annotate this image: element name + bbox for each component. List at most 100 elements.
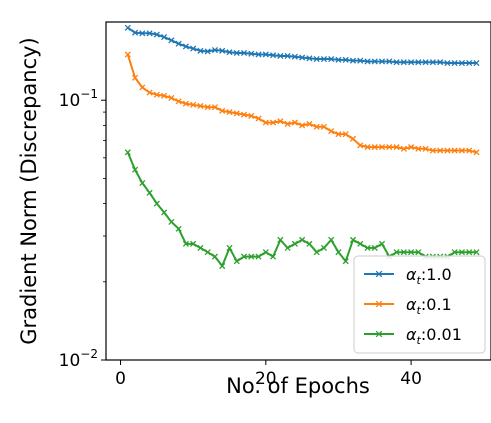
data-point: [270, 253, 277, 260]
data-point: [248, 50, 255, 57]
data-point: [313, 123, 320, 130]
data-point: [422, 59, 429, 66]
data-point: [284, 244, 291, 251]
x-tick-label: 0: [115, 369, 126, 389]
data-point: [458, 59, 466, 67]
data-point: [349, 135, 357, 142]
data-point: [204, 249, 211, 256]
x-axis-label: No. of Epochs: [226, 374, 370, 398]
y-tick-label: 10−1: [59, 87, 98, 111]
data-point: [291, 53, 298, 60]
data-point: [306, 240, 313, 247]
legend-item: αt:0.01: [364, 325, 462, 347]
data-point: [378, 144, 386, 151]
data-point: [219, 107, 226, 114]
data-point: [473, 59, 480, 67]
data-point: [270, 119, 277, 126]
data-point: [277, 236, 284, 243]
data-point: [342, 131, 349, 138]
data-point: [240, 49, 248, 57]
data-point: [451, 249, 458, 256]
data-point: [320, 123, 327, 130]
data-point: [357, 57, 364, 64]
data-point: [466, 59, 473, 67]
data-point: [139, 179, 146, 187]
data-point: [255, 51, 262, 58]
data-point: [226, 109, 233, 116]
data-point: [153, 91, 160, 98]
data-point: [408, 59, 415, 66]
data-point: [131, 29, 139, 36]
data-point: [284, 120, 291, 128]
data-point: [168, 218, 175, 225]
data-point: [291, 119, 298, 126]
data-point: [299, 236, 306, 243]
data-point: [139, 84, 146, 91]
data-point: [349, 236, 357, 243]
data-point: [291, 240, 298, 247]
x-axis: 0 20 40: [115, 360, 422, 389]
data-point: [146, 189, 153, 196]
data-point: [437, 59, 444, 66]
data-point: [313, 249, 320, 256]
data-point: [320, 244, 327, 251]
data-point: [270, 52, 277, 59]
data-point: [161, 34, 168, 41]
data-point: [190, 240, 197, 247]
data-point: [161, 92, 168, 99]
data-point: [328, 56, 335, 63]
data-point: [473, 249, 480, 256]
data-point: [262, 51, 269, 58]
data-point: [371, 58, 378, 65]
x-tick-label: 20: [255, 369, 277, 389]
series-layer: [124, 24, 480, 270]
legend-item: αt:1.0: [364, 265, 452, 287]
data-point: [182, 43, 189, 50]
data-point: [328, 128, 335, 135]
legend-marker: [375, 330, 383, 338]
data-point: [233, 49, 240, 57]
data-point: [451, 147, 458, 154]
data-point: [255, 253, 262, 260]
legend-marker: [375, 270, 383, 278]
data-point: [378, 58, 386, 65]
legend-label: αt:0.1: [406, 295, 452, 317]
data-point: [211, 46, 219, 54]
data-point: [204, 48, 211, 55]
data-point: [131, 166, 139, 173]
data-point: [328, 236, 335, 243]
data-point: [139, 30, 146, 37]
data-point: [233, 110, 240, 117]
data-point: [393, 249, 400, 256]
data-point: [299, 54, 306, 61]
data-point: [262, 249, 269, 256]
data-point: [393, 59, 400, 66]
data-point: [357, 240, 364, 247]
data-point: [422, 145, 429, 152]
data-point: [444, 59, 451, 67]
data-point: [320, 56, 327, 63]
data-point: [131, 74, 139, 81]
data-point: [175, 98, 182, 105]
data-point: [466, 147, 473, 154]
data-point: [429, 59, 436, 66]
data-point: [415, 59, 422, 66]
data-point: [248, 112, 255, 119]
data-point: [124, 24, 131, 31]
data-point: [240, 253, 248, 260]
data-point: [364, 244, 371, 251]
data-point: [146, 30, 153, 37]
data-point: [386, 58, 393, 65]
data-point: [255, 115, 262, 122]
data-point: [408, 249, 415, 256]
data-point: [124, 149, 131, 156]
data-point: [277, 118, 284, 125]
data-point: [400, 249, 407, 256]
data-point: [378, 240, 386, 247]
data-point: [182, 240, 189, 247]
data-point: [371, 244, 378, 251]
x-tick-label: 40: [400, 369, 422, 389]
data-point: [204, 104, 211, 111]
data-point: [124, 51, 131, 58]
data-point: [226, 49, 233, 56]
